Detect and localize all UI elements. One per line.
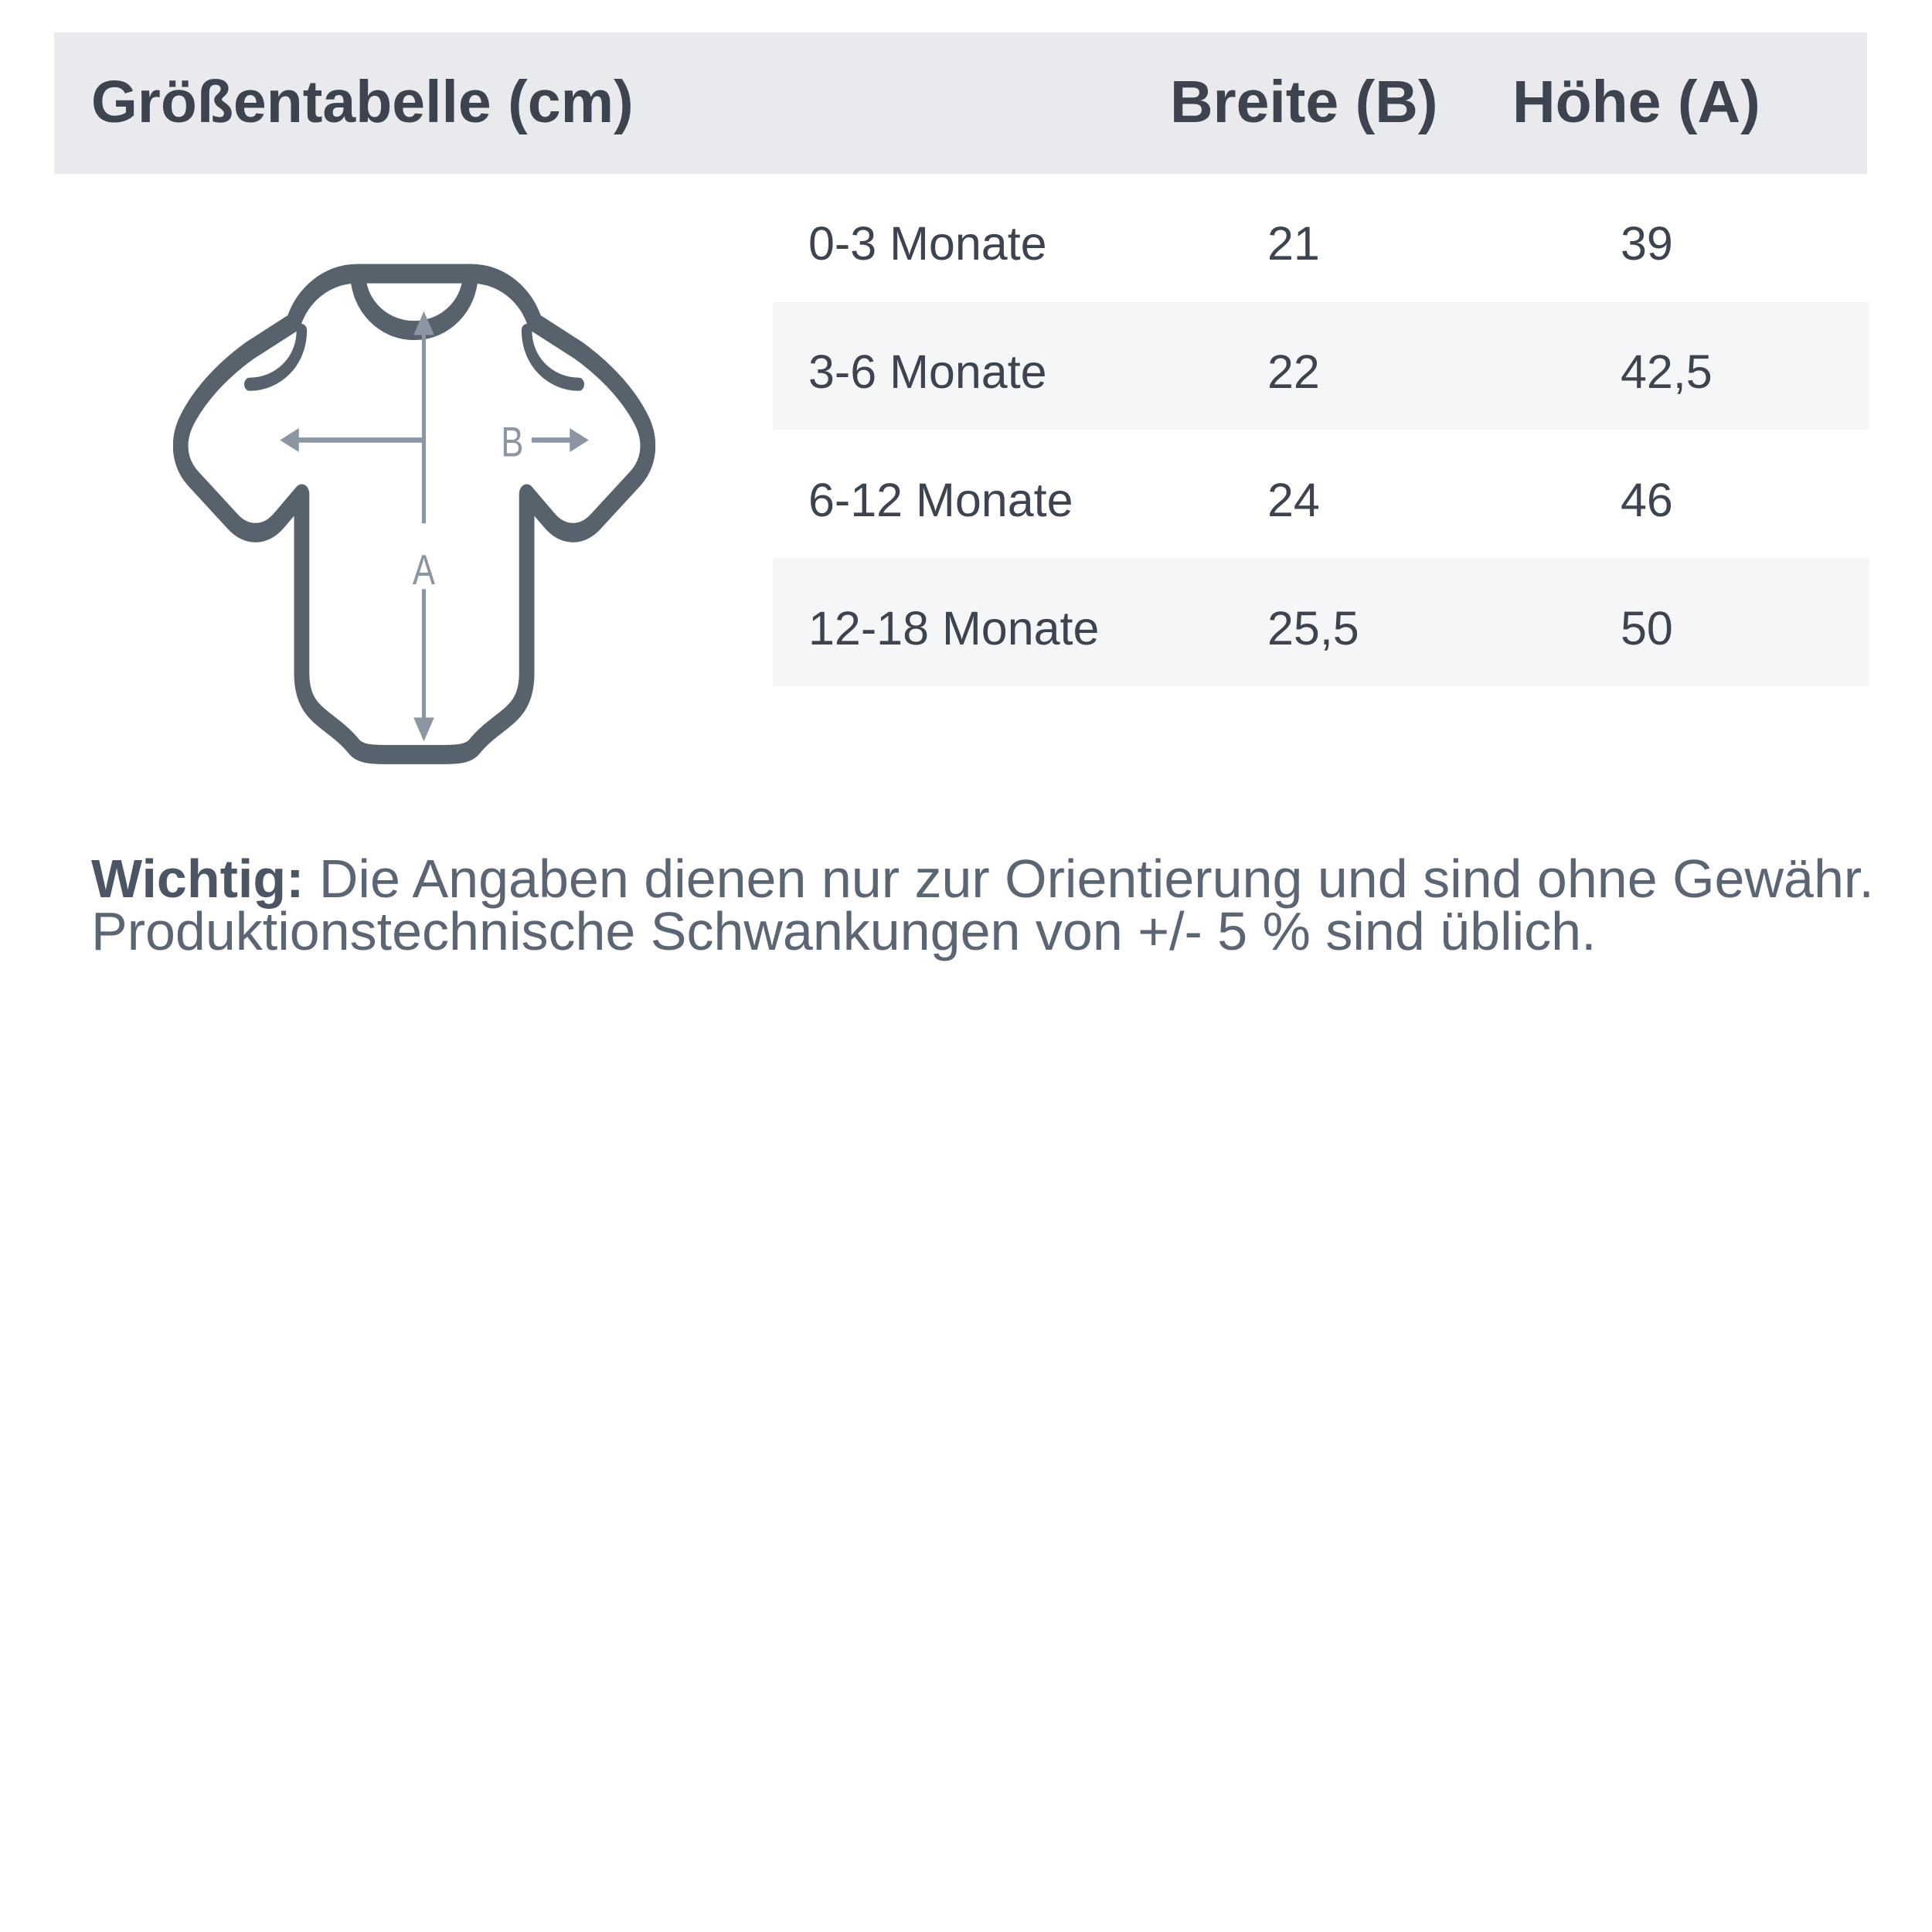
svg-text:A: A [413,546,436,594]
svg-text:B: B [501,418,523,466]
